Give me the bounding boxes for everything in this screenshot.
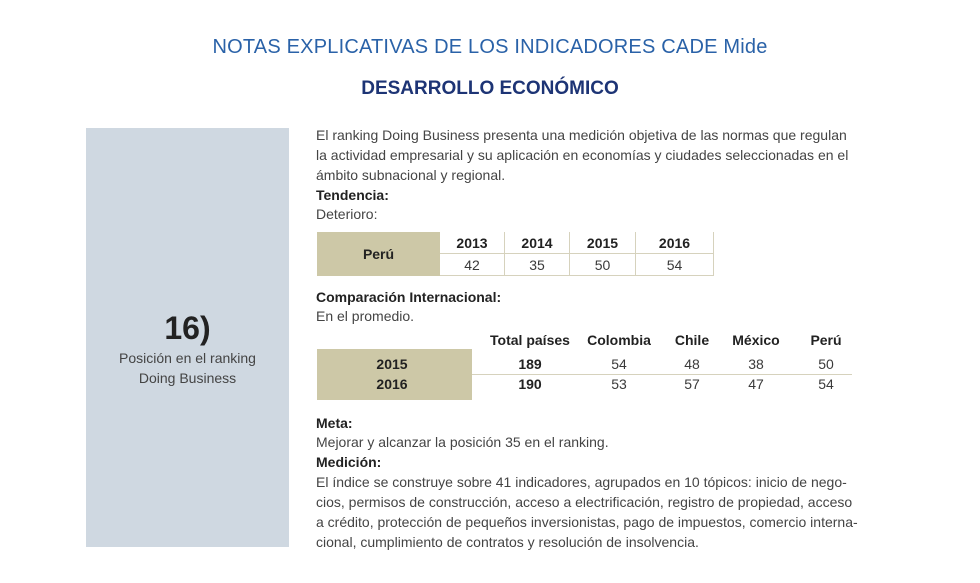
year-column-bg xyxy=(317,349,472,400)
medicion-text: El índice se construye sobre 41 indicado… xyxy=(316,474,847,490)
row-year: 2015 xyxy=(376,356,408,372)
rank-value: 54 xyxy=(636,254,714,276)
medicion-heading: Medición: xyxy=(316,454,382,470)
row-year: 2016 xyxy=(376,376,408,392)
meta-text: Mejorar y alcanzar la posición 35 en el … xyxy=(316,434,609,450)
meta-heading: Meta: xyxy=(316,415,353,431)
cell: 53 xyxy=(611,376,627,392)
year-header: 2016 xyxy=(636,232,714,254)
year-header: 2014 xyxy=(505,232,570,254)
document-title: NOTAS EXPLICATIVAS DE LOS INDICADORES CA… xyxy=(212,36,768,58)
indicator-number: 16) xyxy=(164,310,211,346)
year-header: 2013 xyxy=(440,232,505,254)
cell: 189 xyxy=(518,356,542,372)
indicator-label: Posición en el ranking xyxy=(119,350,256,366)
indicator-sidebar xyxy=(86,128,289,547)
medicion-text: cios, permisos de construcción, acceso a… xyxy=(316,494,853,510)
column-header: Total países xyxy=(490,332,570,348)
row-divider xyxy=(472,374,852,375)
cell: 190 xyxy=(518,376,542,392)
cell: 38 xyxy=(748,356,764,372)
column-header: Colombia xyxy=(587,332,651,348)
section-title: DESARROLLO ECONÓMICO xyxy=(361,78,619,99)
cell: 54 xyxy=(611,356,627,372)
intro-text: la actividad empresarial y su aplicación… xyxy=(316,147,849,163)
column-header: México xyxy=(732,332,780,348)
cell: 47 xyxy=(748,376,764,392)
tendencia-heading: Tendencia: xyxy=(316,187,389,203)
cell: 57 xyxy=(684,376,700,392)
medicion-text: cional, cumplimiento de contratos y reso… xyxy=(316,534,699,550)
intro-text: ámbito subnacional y regional. xyxy=(316,167,506,183)
cell: 48 xyxy=(684,356,700,372)
cell: 54 xyxy=(818,376,834,392)
comparacion-text: En el promedio. xyxy=(316,308,415,324)
column-header: Perú xyxy=(810,332,842,348)
indicator-label: Doing Business xyxy=(138,370,237,386)
row-label: Perú xyxy=(317,232,440,276)
rank-value: 35 xyxy=(505,254,570,276)
rank-value: 42 xyxy=(440,254,505,276)
comparacion-heading: Comparación Internacional: xyxy=(316,289,502,305)
medicion-text: a crédito, protección de pequeños invers… xyxy=(316,514,858,530)
intro-text: El ranking Doing Business presenta una m… xyxy=(316,127,847,143)
cell: 50 xyxy=(818,356,834,372)
column-header: Chile xyxy=(674,332,710,348)
tendencia-table: Perú 2013 2014 2015 2016 42 35 50 54 xyxy=(317,232,714,276)
tendencia-text: Deterioro: xyxy=(316,206,378,222)
year-header: 2015 xyxy=(570,232,636,254)
rank-value: 50 xyxy=(570,254,636,276)
